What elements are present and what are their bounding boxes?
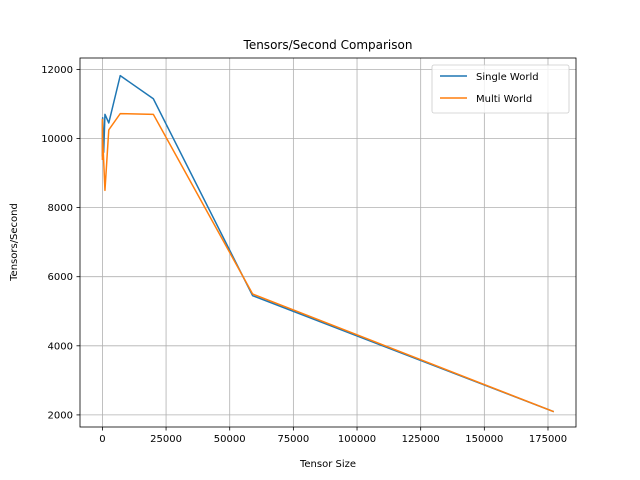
y-tick-label-2000: 2000 <box>48 410 73 421</box>
x-tick-label-25000: 25000 <box>150 434 182 445</box>
y-tick-label-4000: 4000 <box>48 341 73 352</box>
x-tick-label-125000: 125000 <box>402 434 440 445</box>
y-tick-6000: 6000 <box>48 272 80 283</box>
x-tick-label-175000: 175000 <box>529 434 567 445</box>
y-tick-12000: 12000 <box>41 65 80 76</box>
y-axis-label: Tensors/Second <box>9 203 20 282</box>
x-tick-label-0: 0 <box>99 434 105 445</box>
x-tick-label-150000: 150000 <box>465 434 503 445</box>
x-axis-ticks: 0 25000 50000 75000 100000 125000 150000 175000 <box>99 427 567 445</box>
x-tick-75000: 75000 <box>277 427 309 445</box>
legend: Single World Multi World <box>431 64 570 114</box>
y-axis-ticks: 2000 4000 6000 8000 10000 12000 <box>41 65 80 421</box>
x-tick-100000: 100000 <box>338 427 376 445</box>
legend-box <box>431 64 570 114</box>
plot-area-frame <box>79 57 577 428</box>
series-line-multi-world <box>101 112 555 413</box>
y-tick-label-8000: 8000 <box>48 203 73 214</box>
series-layer <box>101 74 555 413</box>
y-tick-label-6000: 6000 <box>48 272 73 283</box>
y-tick-2000: 2000 <box>48 410 80 421</box>
x-tick-25000: 25000 <box>150 427 182 445</box>
x-tick-50000: 50000 <box>214 427 246 445</box>
legend-label-multi-world: Multi World <box>476 94 532 105</box>
x-tick-175000: 175000 <box>529 427 567 445</box>
chart-title: Tensors/Second Comparison <box>243 38 413 52</box>
x-tick-label-100000: 100000 <box>338 434 376 445</box>
y-tick-8000: 8000 <box>48 203 80 214</box>
x-tick-0: 0 <box>99 427 106 445</box>
x-axis-label: Tensor Size <box>299 459 356 470</box>
y-tick-10000: 10000 <box>41 134 80 145</box>
x-tick-150000: 150000 <box>465 427 503 445</box>
y-tick-4000: 4000 <box>48 341 80 352</box>
x-tick-125000: 125000 <box>402 427 440 445</box>
legend-label-single-world: Single World <box>476 72 539 83</box>
x-tick-label-50000: 50000 <box>214 434 246 445</box>
grid <box>80 58 576 427</box>
y-tick-label-10000: 10000 <box>41 134 73 145</box>
y-tick-label-12000: 12000 <box>41 65 73 76</box>
x-tick-label-75000: 75000 <box>277 434 309 445</box>
